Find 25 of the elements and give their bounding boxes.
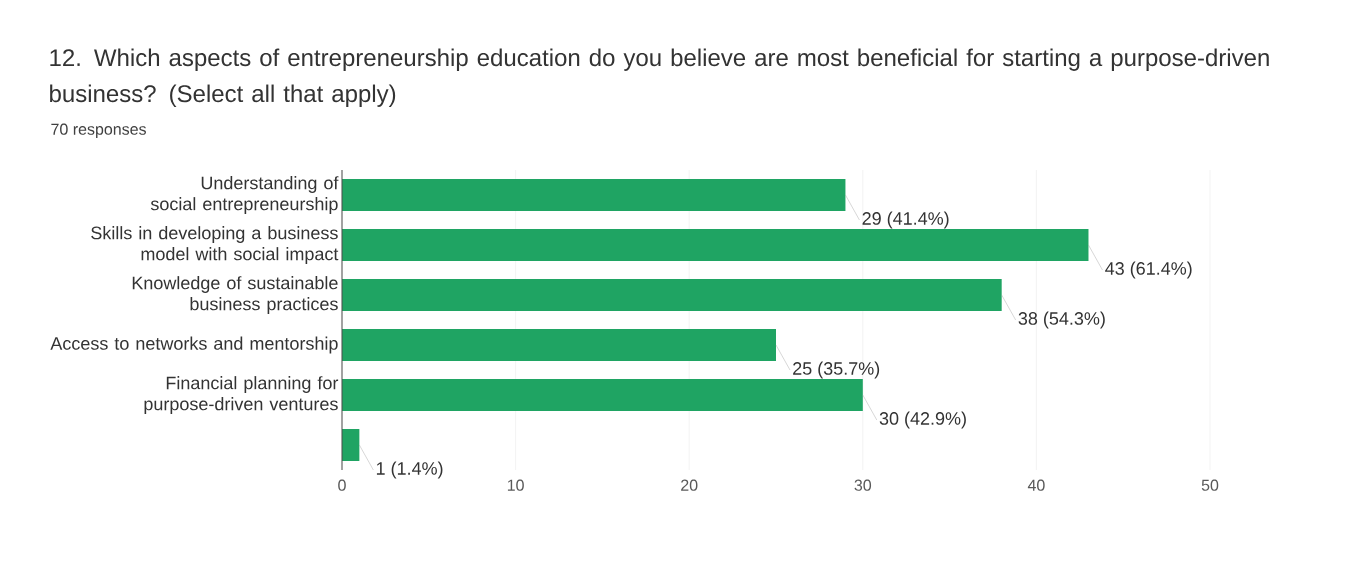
y-tick-label: Financial planning for purpose-driven ventures [144, 376, 339, 414]
x-tick-label: 10 [507, 479, 524, 491]
bar [342, 379, 863, 412]
data-label: 30 (42.9%) [879, 411, 966, 429]
y-tick-label: Skills in developing a business model with social impact [91, 226, 339, 264]
data-label: 29 (41.4%) [862, 211, 949, 229]
x-tick-label: 30 [854, 479, 872, 491]
bar [342, 429, 360, 462]
y-tick-label: Understanding of social entrepreneurship [150, 176, 339, 214]
chart-title: 12. Which aspects of entrepreneurship education do you believe are most beneficial for starting a purpose-driven business? (Select all that apply) [50, 48, 1269, 107]
data-label: 1 (1.4%) [376, 461, 443, 479]
x-tick-label: 0 [338, 479, 346, 491]
x-tick-label: 40 [1027, 479, 1045, 491]
y-tick-label: Knowledge of sustainable business practices [132, 276, 338, 314]
text: 70 responses [51, 123, 146, 139]
data-label: 25 (35.7%) [793, 361, 880, 379]
x-tick-label: 20 [681, 479, 698, 491]
bar [342, 229, 1089, 262]
bar [342, 329, 776, 362]
data-label: 38 (54.3%) [1018, 311, 1105, 329]
bar [342, 279, 1002, 312]
bar [342, 179, 846, 212]
x-tick-label: 50 [1201, 479, 1219, 491]
data-label: 43 (61.4%) [1105, 261, 1192, 279]
y-tick-label: Access to networks and mentorship [50, 336, 338, 354]
